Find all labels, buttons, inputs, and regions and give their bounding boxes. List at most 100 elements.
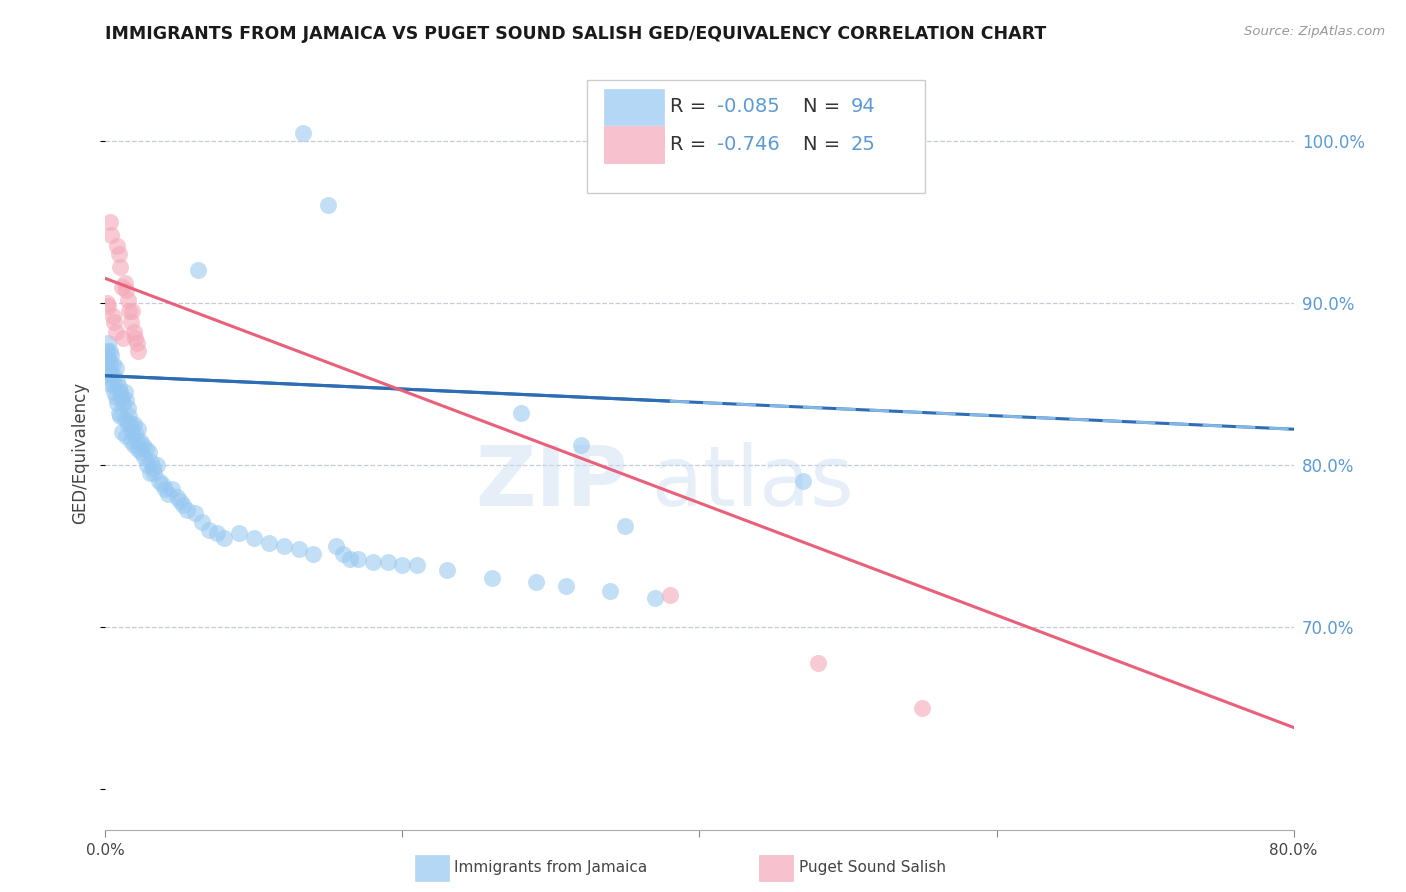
Point: [136, 458, 159, 472]
Point: [169, 493, 191, 508]
Point: [291, 126, 314, 140]
Point: [792, 474, 814, 488]
Point: [166, 490, 188, 504]
Point: [108, 380, 131, 394]
Text: Puget Sound Salish: Puget Sound Salish: [799, 861, 946, 875]
Point: [599, 584, 621, 599]
Point: [191, 515, 214, 529]
Y-axis label: GED/Equivalency: GED/Equivalency: [72, 382, 90, 524]
Point: [97, 368, 120, 383]
Point: [131, 438, 153, 452]
Point: [524, 574, 547, 589]
Point: [658, 588, 681, 602]
Point: [139, 466, 162, 480]
Point: [150, 477, 173, 491]
Point: [124, 331, 146, 345]
Point: [117, 293, 139, 307]
Point: [481, 571, 503, 585]
Point: [361, 555, 384, 569]
Point: [117, 401, 139, 416]
FancyBboxPatch shape: [605, 88, 664, 125]
Point: [148, 474, 170, 488]
Point: [114, 277, 136, 291]
Text: ZIP: ZIP: [475, 442, 628, 524]
Point: [569, 438, 592, 452]
Point: [108, 247, 131, 261]
Text: 25: 25: [851, 135, 876, 154]
Point: [110, 260, 132, 274]
Point: [135, 442, 157, 456]
Point: [120, 434, 142, 448]
Point: [332, 547, 354, 561]
Point: [97, 336, 120, 351]
Point: [302, 547, 325, 561]
Text: -0.746: -0.746: [717, 135, 780, 154]
Point: [183, 507, 205, 521]
Point: [110, 384, 132, 399]
FancyBboxPatch shape: [586, 79, 925, 193]
Point: [97, 299, 120, 313]
Point: [316, 198, 339, 212]
Point: [101, 357, 124, 371]
Point: [153, 482, 176, 496]
Point: [162, 482, 184, 496]
Point: [104, 325, 127, 339]
Point: [124, 425, 146, 440]
Point: [114, 384, 136, 399]
Point: [142, 461, 165, 475]
Text: 94: 94: [851, 97, 875, 116]
Point: [118, 409, 141, 424]
Point: [120, 417, 142, 432]
Point: [911, 701, 934, 715]
Point: [436, 563, 458, 577]
Point: [101, 309, 124, 323]
Point: [104, 390, 127, 404]
Point: [127, 442, 149, 456]
Point: [115, 283, 138, 297]
FancyBboxPatch shape: [605, 127, 664, 162]
Point: [228, 525, 250, 540]
Point: [103, 368, 125, 383]
Point: [347, 552, 370, 566]
Point: [111, 279, 134, 293]
Point: [325, 539, 347, 553]
Point: [146, 458, 169, 472]
Text: Immigrants from Jamaica: Immigrants from Jamaica: [454, 861, 647, 875]
Point: [105, 239, 128, 253]
Point: [644, 591, 666, 605]
Point: [391, 558, 413, 573]
Point: [127, 344, 149, 359]
Text: N =: N =: [803, 135, 846, 154]
Point: [287, 542, 309, 557]
Point: [100, 227, 122, 242]
Point: [117, 417, 139, 432]
Point: [111, 425, 134, 440]
Point: [115, 428, 138, 442]
Text: atlas: atlas: [652, 442, 853, 524]
Point: [172, 499, 194, 513]
Point: [510, 406, 533, 420]
Point: [339, 552, 361, 566]
Point: [96, 360, 118, 375]
Point: [122, 325, 145, 339]
Point: [121, 425, 143, 440]
Point: [129, 445, 152, 459]
Point: [132, 450, 155, 464]
Point: [118, 303, 141, 318]
Point: [114, 412, 136, 426]
Text: N =: N =: [803, 97, 846, 116]
Point: [115, 392, 138, 407]
Point: [96, 344, 118, 359]
Point: [104, 360, 127, 375]
Point: [273, 539, 295, 553]
Text: R =: R =: [669, 135, 713, 154]
Text: -0.085: -0.085: [717, 97, 780, 116]
Point: [110, 409, 132, 424]
Point: [406, 558, 429, 573]
Point: [198, 523, 221, 537]
Point: [176, 503, 198, 517]
Point: [97, 352, 120, 367]
Point: [121, 303, 143, 318]
Point: [143, 466, 166, 480]
Point: [100, 348, 122, 362]
